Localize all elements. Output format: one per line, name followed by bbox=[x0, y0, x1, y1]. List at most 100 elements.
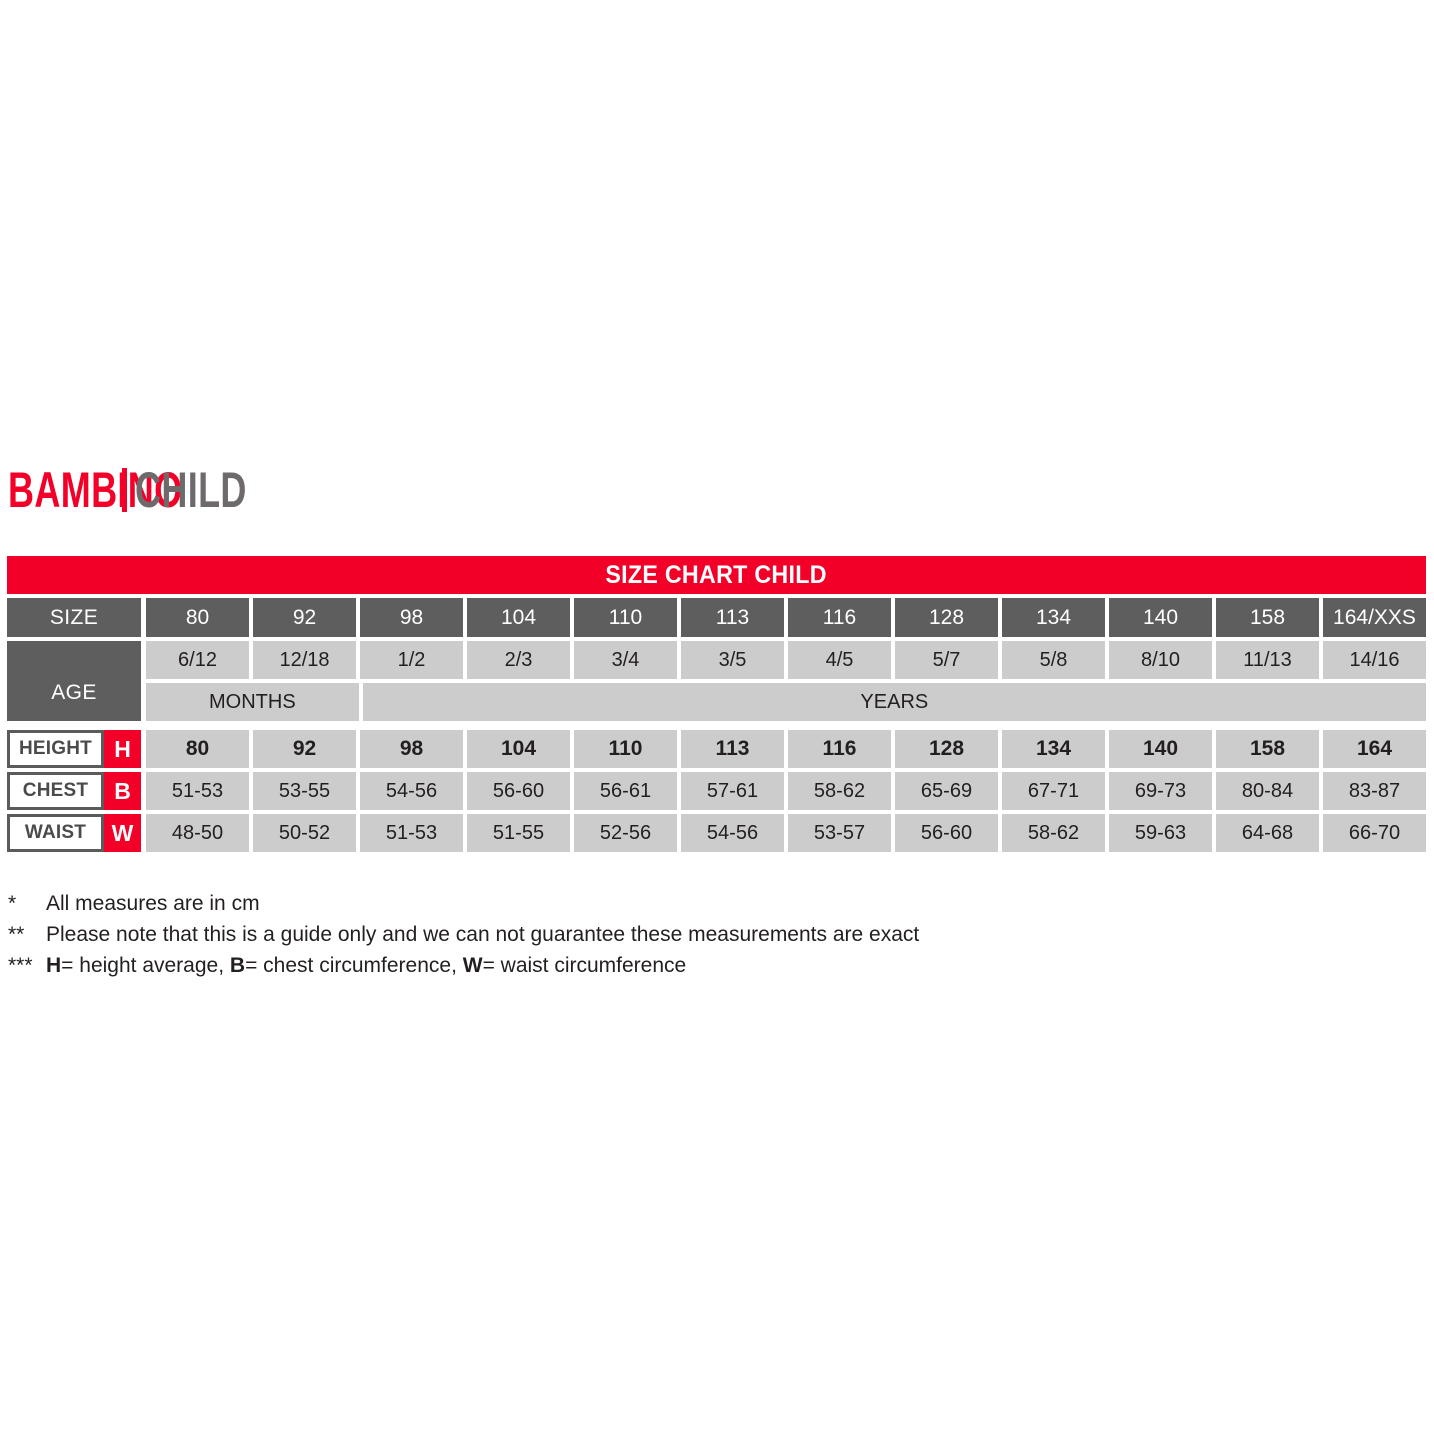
table-cell: 128 bbox=[895, 730, 998, 768]
table-cell: 56-60 bbox=[895, 814, 998, 852]
table-cell: 104 bbox=[467, 598, 570, 637]
footnote-3: *** H= height average, B= chest circumfe… bbox=[8, 950, 1308, 981]
row-label-height: HEIGHT H bbox=[7, 730, 141, 768]
row-code-chest: B bbox=[104, 772, 141, 810]
table-cell: 53-57 bbox=[788, 814, 891, 852]
table-cell: 134 bbox=[1002, 730, 1105, 768]
table-cell: 3/5 bbox=[681, 641, 784, 679]
table-cell: 56-61 bbox=[574, 772, 677, 810]
table-cell: 11/13 bbox=[1216, 641, 1319, 679]
table-cell: 8/10 bbox=[1109, 641, 1212, 679]
footnote-text: All measures are in cm bbox=[46, 892, 260, 915]
table-cell: 5/8 bbox=[1002, 641, 1105, 679]
table-cell: 80 bbox=[146, 730, 249, 768]
table-cell: 140 bbox=[1109, 730, 1212, 768]
table-cell: 110 bbox=[574, 598, 677, 637]
table-cell: 158 bbox=[1216, 730, 1319, 768]
table-cell: 92 bbox=[253, 730, 356, 768]
table-cell: 80 bbox=[146, 598, 249, 637]
footnote-text: Please note that this is a guide only an… bbox=[46, 923, 920, 946]
table-cell: 98 bbox=[360, 598, 463, 637]
table-cell: 80-84 bbox=[1216, 772, 1319, 810]
table-cell: 6/12 bbox=[146, 641, 249, 679]
age-unit-months: MONTHS bbox=[146, 683, 359, 721]
chest-cells: 51-53 53-55 54-56 56-60 56-61 57-61 58-6… bbox=[146, 772, 1426, 810]
table-cell: 51-53 bbox=[360, 814, 463, 852]
table-cell: 52-56 bbox=[574, 814, 677, 852]
table-cell: 5/7 bbox=[895, 641, 998, 679]
table-row-chest: CHEST B 51-53 53-55 54-56 56-60 56-61 57… bbox=[7, 772, 1426, 810]
age-unit-years: YEARS bbox=[362, 683, 1426, 721]
row-label-chest-text: CHEST bbox=[7, 772, 104, 810]
table-cell: 98 bbox=[360, 730, 463, 768]
chart-title-text: SIZE CHART CHILD bbox=[605, 560, 828, 589]
row-label-height-text: HEIGHT bbox=[7, 730, 104, 768]
table-cell: 66-70 bbox=[1323, 814, 1426, 852]
table-cell: 67-71 bbox=[1002, 772, 1105, 810]
table-cell: 113 bbox=[681, 598, 784, 637]
table-cell: 65-69 bbox=[895, 772, 998, 810]
footnote-2: ** Please note that this is a guide only… bbox=[8, 919, 1308, 950]
table-cell: 51-55 bbox=[467, 814, 570, 852]
table-cell: 48-50 bbox=[146, 814, 249, 852]
footnote-marker: ** bbox=[8, 923, 25, 946]
table-row-waist: WAIST W 48-50 50-52 51-53 51-55 52-56 54… bbox=[7, 814, 1426, 852]
title-segment-child: CHILD bbox=[135, 462, 248, 518]
table-cell: 134 bbox=[1002, 598, 1105, 637]
height-cells: 80 92 98 104 110 113 116 128 134 140 158… bbox=[146, 730, 1426, 768]
size-chart-table: SIZE CHART CHILD SIZE 80 92 98 104 110 1… bbox=[7, 556, 1426, 852]
title-brand-bambino: BAMBINO bbox=[8, 462, 183, 518]
size-cells: 80 92 98 104 110 113 116 128 134 140 158… bbox=[146, 598, 1426, 637]
table-cell: 2/3 bbox=[467, 641, 570, 679]
table-cell: 58-62 bbox=[1002, 814, 1105, 852]
age-units-row: MONTHS YEARS bbox=[146, 683, 1426, 721]
footnote-text: H= height average, B= chest circumferenc… bbox=[46, 954, 687, 977]
row-label-size: SIZE bbox=[7, 598, 141, 637]
title-separator-bar bbox=[122, 468, 128, 512]
table-cell: 50-52 bbox=[253, 814, 356, 852]
footnote-1: * All measures are in cm bbox=[8, 888, 1308, 919]
footnotes: * All measures are in cm ** Please note … bbox=[8, 888, 1308, 981]
table-cell: 64-68 bbox=[1216, 814, 1319, 852]
table-cell: 104 bbox=[467, 730, 570, 768]
table-cell: 1/2 bbox=[360, 641, 463, 679]
table-cell: 110 bbox=[574, 730, 677, 768]
table-cell: 116 bbox=[788, 598, 891, 637]
table-cell: 3/4 bbox=[574, 641, 677, 679]
table-cell: 116 bbox=[788, 730, 891, 768]
table-cell: 69-73 bbox=[1109, 772, 1212, 810]
spacer bbox=[7, 721, 1426, 730]
row-code-waist: W bbox=[104, 814, 141, 852]
table-cell: 164/XXS bbox=[1323, 598, 1426, 637]
table-cell: 14/16 bbox=[1323, 641, 1426, 679]
table-cell: 53-55 bbox=[253, 772, 356, 810]
age-values-row: 6/12 12/18 1/2 2/3 3/4 3/5 4/5 5/7 5/8 8… bbox=[146, 641, 1426, 679]
table-row-age: AGE 6/12 12/18 1/2 2/3 3/4 3/5 4/5 5/7 5… bbox=[7, 641, 1426, 721]
table-row-size: SIZE 80 92 98 104 110 113 116 128 134 14… bbox=[7, 598, 1426, 637]
table-cell: 57-61 bbox=[681, 772, 784, 810]
footnote-marker: *** bbox=[8, 954, 33, 977]
table-cell: 113 bbox=[681, 730, 784, 768]
table-row-height: HEIGHT H 80 92 98 104 110 113 116 128 13… bbox=[7, 730, 1426, 768]
row-label-waist-text: WAIST bbox=[7, 814, 104, 852]
footnote-marker: * bbox=[8, 892, 17, 915]
row-label-waist: WAIST W bbox=[7, 814, 141, 852]
table-cell: 128 bbox=[895, 598, 998, 637]
row-label-age: AGE bbox=[7, 641, 141, 721]
table-cell: 4/5 bbox=[788, 641, 891, 679]
table-cell: 92 bbox=[253, 598, 356, 637]
row-label-chest: CHEST B bbox=[7, 772, 141, 810]
table-cell: 158 bbox=[1216, 598, 1319, 637]
row-code-height: H bbox=[104, 730, 141, 768]
table-cell: 54-56 bbox=[681, 814, 784, 852]
page-title: BAMBINO CHILD bbox=[8, 462, 411, 518]
age-cells: 6/12 12/18 1/2 2/3 3/4 3/5 4/5 5/7 5/8 8… bbox=[146, 641, 1426, 721]
table-cell: 56-60 bbox=[467, 772, 570, 810]
table-cell: 51-53 bbox=[146, 772, 249, 810]
table-cell: 83-87 bbox=[1323, 772, 1426, 810]
table-cell: 164 bbox=[1323, 730, 1426, 768]
chart-title-bar: SIZE CHART CHILD bbox=[7, 556, 1426, 594]
table-cell: 12/18 bbox=[253, 641, 356, 679]
table-cell: 58-62 bbox=[788, 772, 891, 810]
